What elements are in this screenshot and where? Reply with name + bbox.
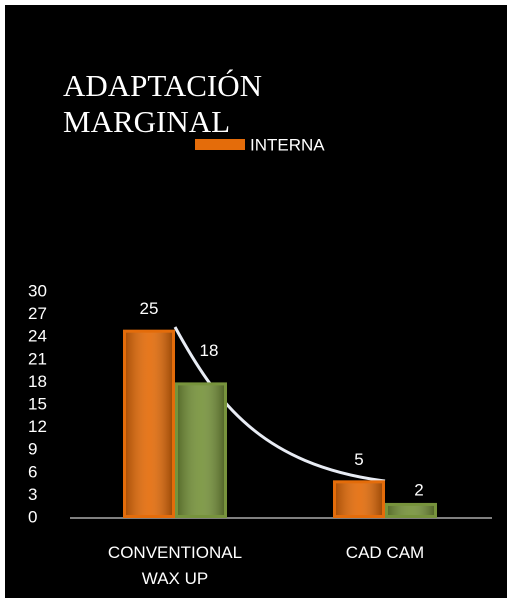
chart-background [5, 5, 507, 598]
y-tick-label: 12 [28, 417, 47, 436]
bar-shade [178, 385, 224, 515]
data-label: 5 [354, 450, 363, 469]
bar-shade [336, 483, 382, 515]
y-tick-label: 9 [28, 440, 37, 459]
y-tick-label: 24 [28, 327, 47, 346]
y-tick-label: 27 [28, 304, 47, 323]
data-label: 18 [200, 341, 219, 360]
legend-label: INTERNA [250, 135, 325, 154]
y-tick-label: 6 [28, 462, 37, 481]
trend-curve [173, 326, 386, 483]
y-tick-label: 18 [28, 372, 47, 391]
bar-shade [126, 332, 172, 515]
legend-swatch [195, 139, 245, 150]
y-tick-label: 3 [28, 485, 37, 504]
y-tick-label: 0 [28, 507, 37, 526]
data-label: 25 [140, 299, 159, 318]
y-tick-label: 30 [28, 281, 47, 300]
bar-shade [388, 505, 434, 515]
data-label: 2 [414, 480, 423, 499]
chart-title: ADAPTACIÓN MARGINAL [63, 68, 263, 139]
x-tick-label: CONVENTIONAL WAX UP [107, 543, 243, 588]
x-tick-label: CAD CAM [345, 543, 425, 562]
y-tick-label: 15 [28, 394, 47, 413]
y-tick-label: 21 [28, 349, 47, 368]
